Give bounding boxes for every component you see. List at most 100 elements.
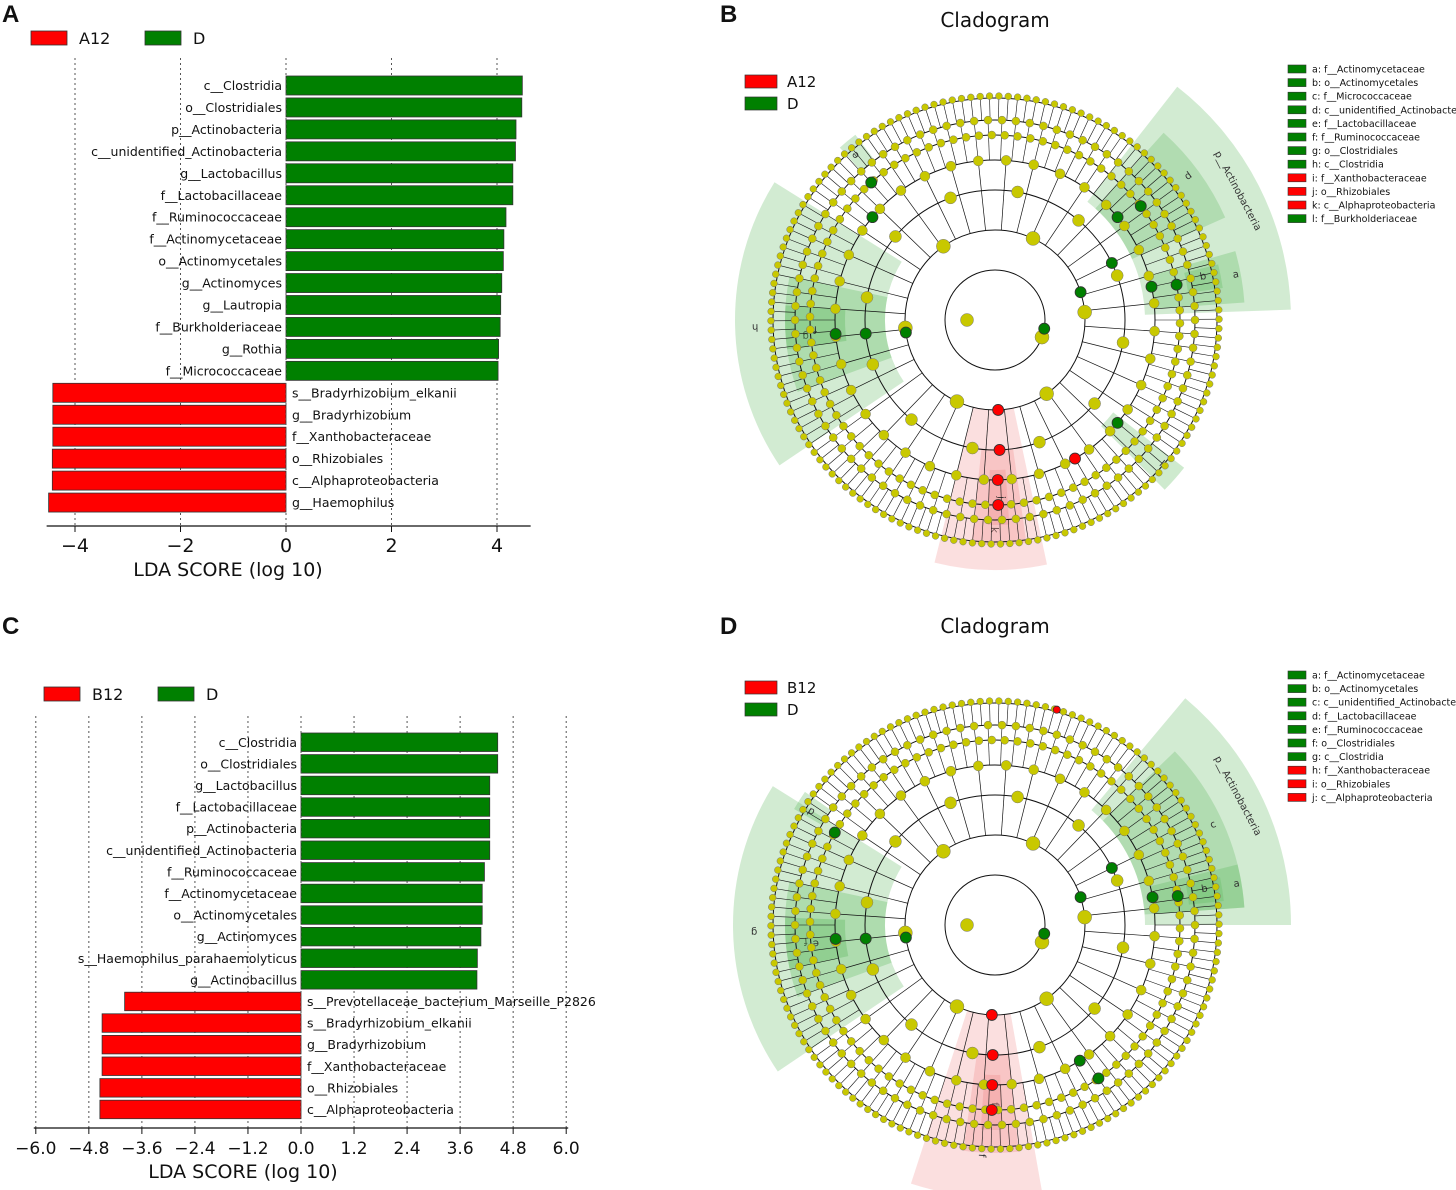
tree-node	[798, 260, 807, 270]
tree-node	[942, 509, 951, 519]
cladogram-key-swatch	[1287, 159, 1307, 169]
tree-node	[895, 474, 904, 483]
tree-node	[1077, 304, 1092, 320]
bar-green	[300, 927, 482, 947]
enriched-node	[1073, 1054, 1086, 1067]
cladogram-key-label: d: f__Lactobacillaceae	[1312, 711, 1417, 722]
tree-node	[1039, 121, 1048, 131]
tree-node	[808, 286, 817, 296]
tree-node	[1160, 169, 1168, 177]
tree-node	[1167, 1014, 1176, 1024]
tree-node	[791, 934, 800, 944]
tree-node	[813, 866, 823, 876]
clade-highlight	[785, 917, 849, 969]
cladogram-key-swatch	[1287, 697, 1307, 707]
bar-green	[285, 251, 504, 272]
x-tick-label: 4.8	[500, 1139, 527, 1159]
tree-node	[795, 1029, 803, 1038]
tree-node	[950, 1141, 958, 1149]
tree-node	[1015, 539, 1023, 547]
tree-branch	[1093, 445, 1119, 478]
tree-branch	[799, 957, 839, 967]
tree-branch	[1136, 225, 1172, 246]
tree-node	[1134, 488, 1143, 496]
tree-node	[1086, 718, 1094, 726]
tree-node	[790, 822, 798, 830]
bar-label: g__Actinomyces	[182, 276, 282, 291]
tree-branch	[1192, 281, 1214, 287]
tree-node	[810, 1053, 818, 1061]
tree-node	[1167, 409, 1176, 419]
tree-node	[800, 433, 808, 441]
tree-branch	[1022, 477, 1031, 518]
tree-branch	[882, 1057, 906, 1091]
tree-node	[809, 185, 817, 193]
tree-branch	[776, 353, 798, 359]
tree-node	[818, 854, 827, 863]
tree-branch	[1161, 801, 1180, 814]
tree-node	[791, 906, 800, 916]
tree-node	[960, 313, 974, 327]
tree-node	[802, 989, 812, 998]
tree-branch	[1086, 727, 1098, 748]
tree-node	[1145, 1021, 1155, 1031]
tree-node	[1178, 384, 1188, 393]
tree-node	[960, 918, 974, 932]
cladogram-legend-swatch	[744, 702, 778, 717]
tree-node	[879, 773, 888, 782]
tree-node	[834, 276, 846, 287]
tree-node	[792, 948, 802, 958]
tree-node	[890, 747, 900, 757]
tree-branch	[802, 869, 842, 882]
tree-node	[1102, 726, 1110, 735]
tree-node	[1135, 984, 1147, 996]
tree-node	[903, 715, 912, 723]
cladogram-key-swatch	[1287, 187, 1307, 196]
tree-node	[942, 1099, 952, 1108]
tree-branch	[1044, 472, 1058, 511]
clade-letter: j	[995, 495, 1006, 499]
tree-branch	[1045, 187, 1085, 246]
cladogram-b: Cladogram A12 Da: f__Actinomycetaceae b: o_…	[735, 8, 1456, 570]
tree-node	[1004, 92, 1012, 101]
tree-node	[995, 92, 1003, 100]
tree-branch	[981, 519, 984, 542]
tree-branch	[1122, 473, 1138, 491]
tree-node	[874, 459, 883, 469]
tree-node	[849, 489, 857, 497]
tree-node	[769, 894, 777, 902]
bar-label: s__Bradyrhizobium_elkanii	[292, 385, 457, 400]
tree-node	[821, 1026, 830, 1036]
tree-node	[1050, 140, 1060, 150]
enriched-node	[985, 1009, 998, 1021]
tree-node	[1183, 260, 1192, 270]
tree-node	[1208, 864, 1216, 873]
tree-ring	[904, 834, 1086, 1016]
cladogram-key-label: k: c__Alphaproteobacteria	[1312, 201, 1435, 212]
tree-node	[1196, 406, 1204, 415]
tree-node	[864, 1105, 872, 1114]
tree-node	[955, 497, 964, 506]
tree-node	[1186, 879, 1195, 888]
tree-branch	[782, 983, 804, 991]
tree-node	[889, 230, 902, 243]
tree-node	[1166, 176, 1174, 184]
tree-branch	[1169, 817, 1190, 829]
bar-red	[101, 1035, 302, 1055]
bar-label: o__Actinomycetales	[173, 908, 297, 923]
tree-node	[1134, 1093, 1143, 1101]
tree-node	[1011, 1119, 1021, 1129]
tree-node	[1006, 539, 1014, 548]
tree-node	[1196, 1011, 1204, 1020]
enriched-node	[859, 932, 872, 945]
tree-branch	[1173, 825, 1194, 836]
tree-branch	[1084, 759, 1108, 793]
tree-node	[767, 317, 775, 325]
tree-branch	[862, 835, 921, 875]
tree-branch	[876, 489, 889, 509]
bar-label: o__Actinomycetales	[158, 254, 282, 269]
tree-branch	[780, 975, 802, 982]
tree-branch	[833, 413, 866, 438]
tree-branch	[1054, 468, 1071, 506]
tree-branch	[1145, 779, 1163, 795]
